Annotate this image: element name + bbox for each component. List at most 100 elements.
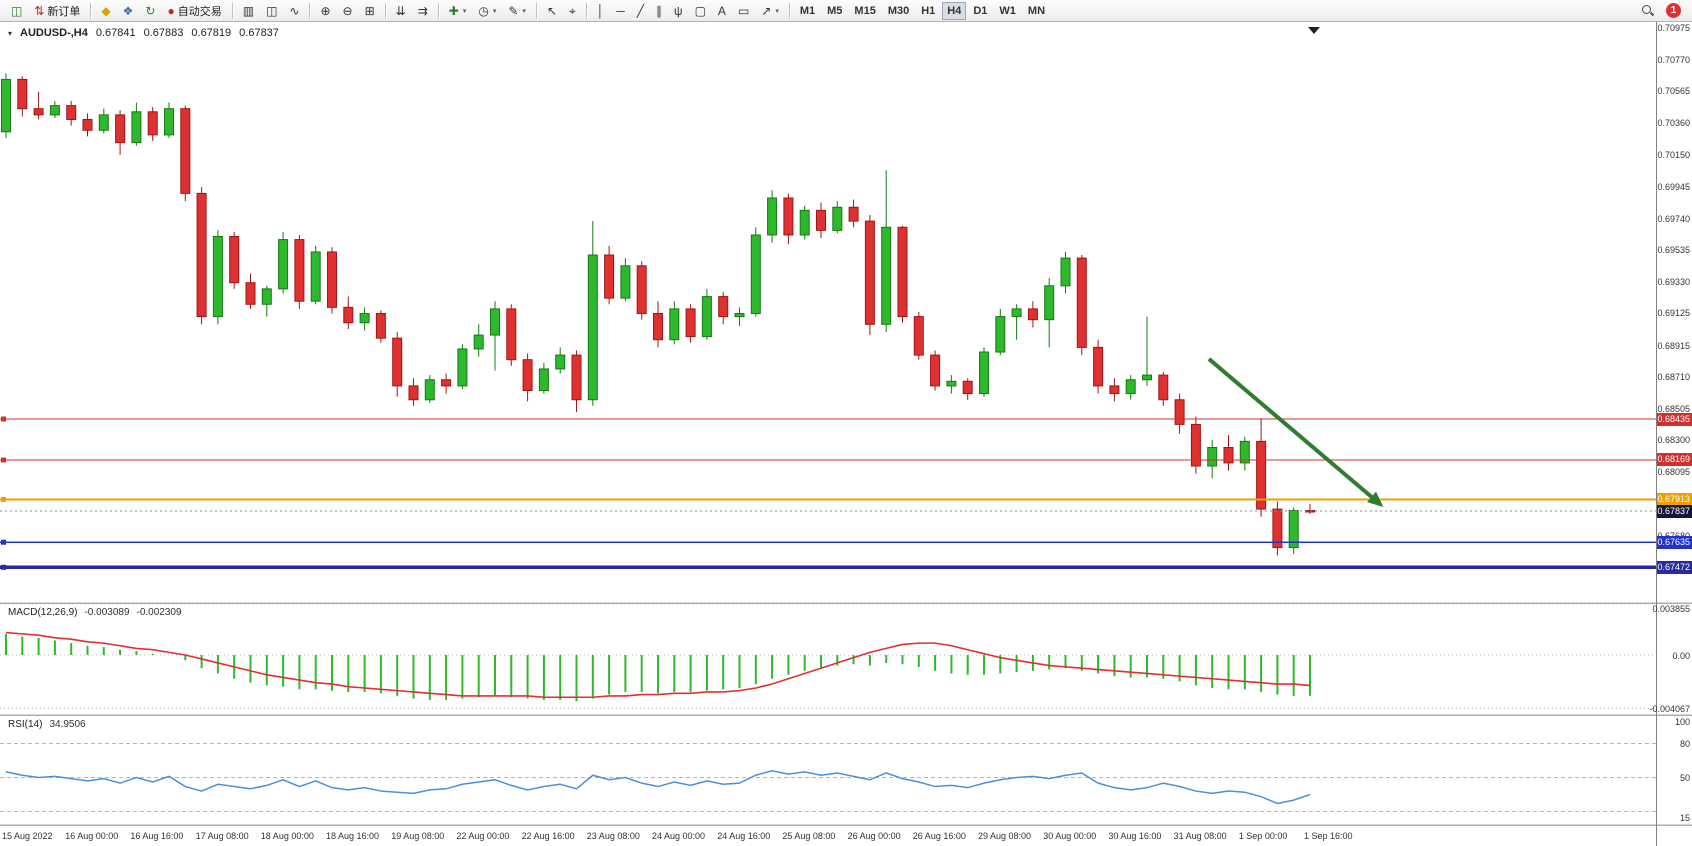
indicators-button[interactable]: ✚ ▾ [444,2,472,20]
price-axis-label: 0.70565 [1657,86,1690,97]
trend-arrow-annotation[interactable] [1207,357,1378,503]
candle-down [115,114,126,144]
rsi-canvas[interactable] [0,716,1656,824]
candle-down [375,313,386,339]
macd-axis-label: 0.003855 [1652,603,1690,614]
new-chart-button[interactable]: ◫ [6,2,27,20]
support-line-blue-handle[interactable] [1,539,6,545]
timeframe-h1[interactable]: H1 [916,2,940,20]
toolbar-separator [309,2,311,19]
main-chart-panel[interactable]: ▾ AUDUSD-,H4 0.67841 0.67883 0.67819 0.6… [0,22,1692,602]
price-axis-label: 0.69535 [1657,245,1690,256]
timeframe-w1[interactable]: W1 [994,2,1021,20]
bar-chart-button[interactable]: ▥ [238,2,259,20]
macd-canvas[interactable] [0,604,1656,714]
candle-down [82,118,93,131]
timeframe-mn[interactable]: MN [1023,2,1050,20]
cursor-button[interactable]: ↖ [542,2,562,20]
tile-windows-button[interactable]: ⊞ [360,2,380,20]
candle-up [587,254,598,401]
candle-up [538,368,549,392]
panel-separator[interactable] [0,714,1692,716]
candle-down [930,354,941,387]
resistance-line-2-handle[interactable] [1,457,6,463]
panel-separator[interactable] [0,602,1692,604]
horizontal-line-button[interactable]: ─ [611,2,630,20]
rsi-panel[interactable]: RSI(14) 34.9506 [0,716,1692,824]
support-line-navy-handle[interactable] [1,564,6,570]
rsi-axis-label: 100 [1674,716,1690,727]
candle-down [718,296,729,318]
price-axis[interactable]: 0.70975 0.70770 0.70565 0.70360 0.70150 0.699… [1649,22,1692,846]
price-axis-label: 0.70360 [1657,118,1690,129]
chart-window: ▾ AUDUSD-,H4 0.67841 0.67883 0.67819 0.6… [0,22,1692,846]
resistance-line-1-handle[interactable] [1,416,6,422]
templates-button[interactable]: ✎ ▾ [503,2,531,20]
rsi-line [5,769,1311,805]
timeframe-d1-label: D1 [973,4,988,17]
candle-down [441,379,452,387]
zoom-in-button[interactable]: ⊕ [315,2,335,20]
candlestick-icon: ◫ [266,3,278,18]
chart-shift-icon: ⇉ [417,3,428,18]
candle-down [1093,346,1104,387]
notification-badge[interactable]: 1 [1661,2,1686,20]
refresh-button[interactable]: ↻ [140,2,160,20]
macd-title: MACD(12,26,9) [8,607,78,618]
periods-button[interactable]: ◷ ▾ [473,2,501,20]
one-click-trading-toggle[interactable]: ▾ [8,28,13,38]
text-label-button[interactable]: ▭ [733,2,754,20]
channel-button[interactable]: ∥ [651,2,667,20]
profiles-button[interactable]: ❖ [118,2,139,20]
fibonacci-button[interactable]: ψ [669,2,688,20]
candle-down [506,308,517,361]
timeframe-m30[interactable]: M30 [883,2,914,20]
favorites-button[interactable]: ◆ [96,2,115,20]
line-chart-button[interactable]: ∿ [284,2,304,20]
crosshair-button[interactable]: ⌖ [564,2,581,20]
text-button[interactable]: A [713,2,731,20]
support-line-gold-handle[interactable] [1,496,6,502]
zoom-out-icon: ⊖ [342,3,353,18]
text-label-icon: ▭ [737,3,750,18]
macd-panel[interactable]: MACD(12,26,9) -0.003089 -0.002309 [0,604,1692,714]
chart-shift-marker[interactable] [1308,27,1320,34]
shapes-button[interactable]: ▢ [690,2,711,20]
auto-scroll-button[interactable]: ⇊ [391,2,411,20]
timeframe-m15[interactable]: M15 [849,2,880,20]
rsi-label: RSI(14) 34.9506 [8,719,86,730]
panel-separator[interactable] [0,824,1692,826]
search-button[interactable] [1636,2,1659,20]
macd-axis-label: -0.004067 [1649,704,1690,715]
timeframe-h4[interactable]: H4 [942,1,967,20]
candle-down [392,337,403,387]
timeframe-d1[interactable]: D1 [968,2,992,20]
time-axis[interactable]: 15 Aug 2022 16 Aug 00:00 16 Aug 16:00 17 Au… [0,826,1692,846]
cursor-icon: ↖ [546,3,557,18]
autotrade-button[interactable]: ● 自动交易 [162,2,226,20]
candle-up [799,209,810,236]
price-chart-canvas[interactable] [0,22,1656,602]
timeframe-m30-label: M30 [887,4,910,17]
candle-down [1190,423,1201,467]
price-axis-label: 0.69125 [1657,308,1690,319]
price-axis-label: 0.70770 [1657,54,1690,65]
candlestick-chart-button[interactable]: ◫ [261,2,282,20]
candle-down [33,108,44,116]
candle-down [571,354,582,401]
chart-shift-button[interactable]: ⇉ [413,2,433,20]
vertical-line-button[interactable]: │ [592,2,610,20]
zoom-out-button[interactable]: ⊖ [338,2,358,20]
fibonacci-icon: ψ [674,3,683,18]
candle-up [261,288,272,305]
new-order-button[interactable]: ⇅ 新订单 [29,2,85,20]
candle-down [147,111,158,136]
price-axis-label: 0.68300 [1657,435,1690,446]
profiles-icon: ❖ [122,3,134,18]
candle-up [620,265,631,299]
candle-down [962,380,973,395]
timeframe-m1[interactable]: M1 [795,2,820,20]
timeframe-m5[interactable]: M5 [822,2,847,20]
arrows-button[interactable]: ↗ ▾ [756,2,784,20]
trendline-button[interactable]: ╱ [632,2,649,20]
